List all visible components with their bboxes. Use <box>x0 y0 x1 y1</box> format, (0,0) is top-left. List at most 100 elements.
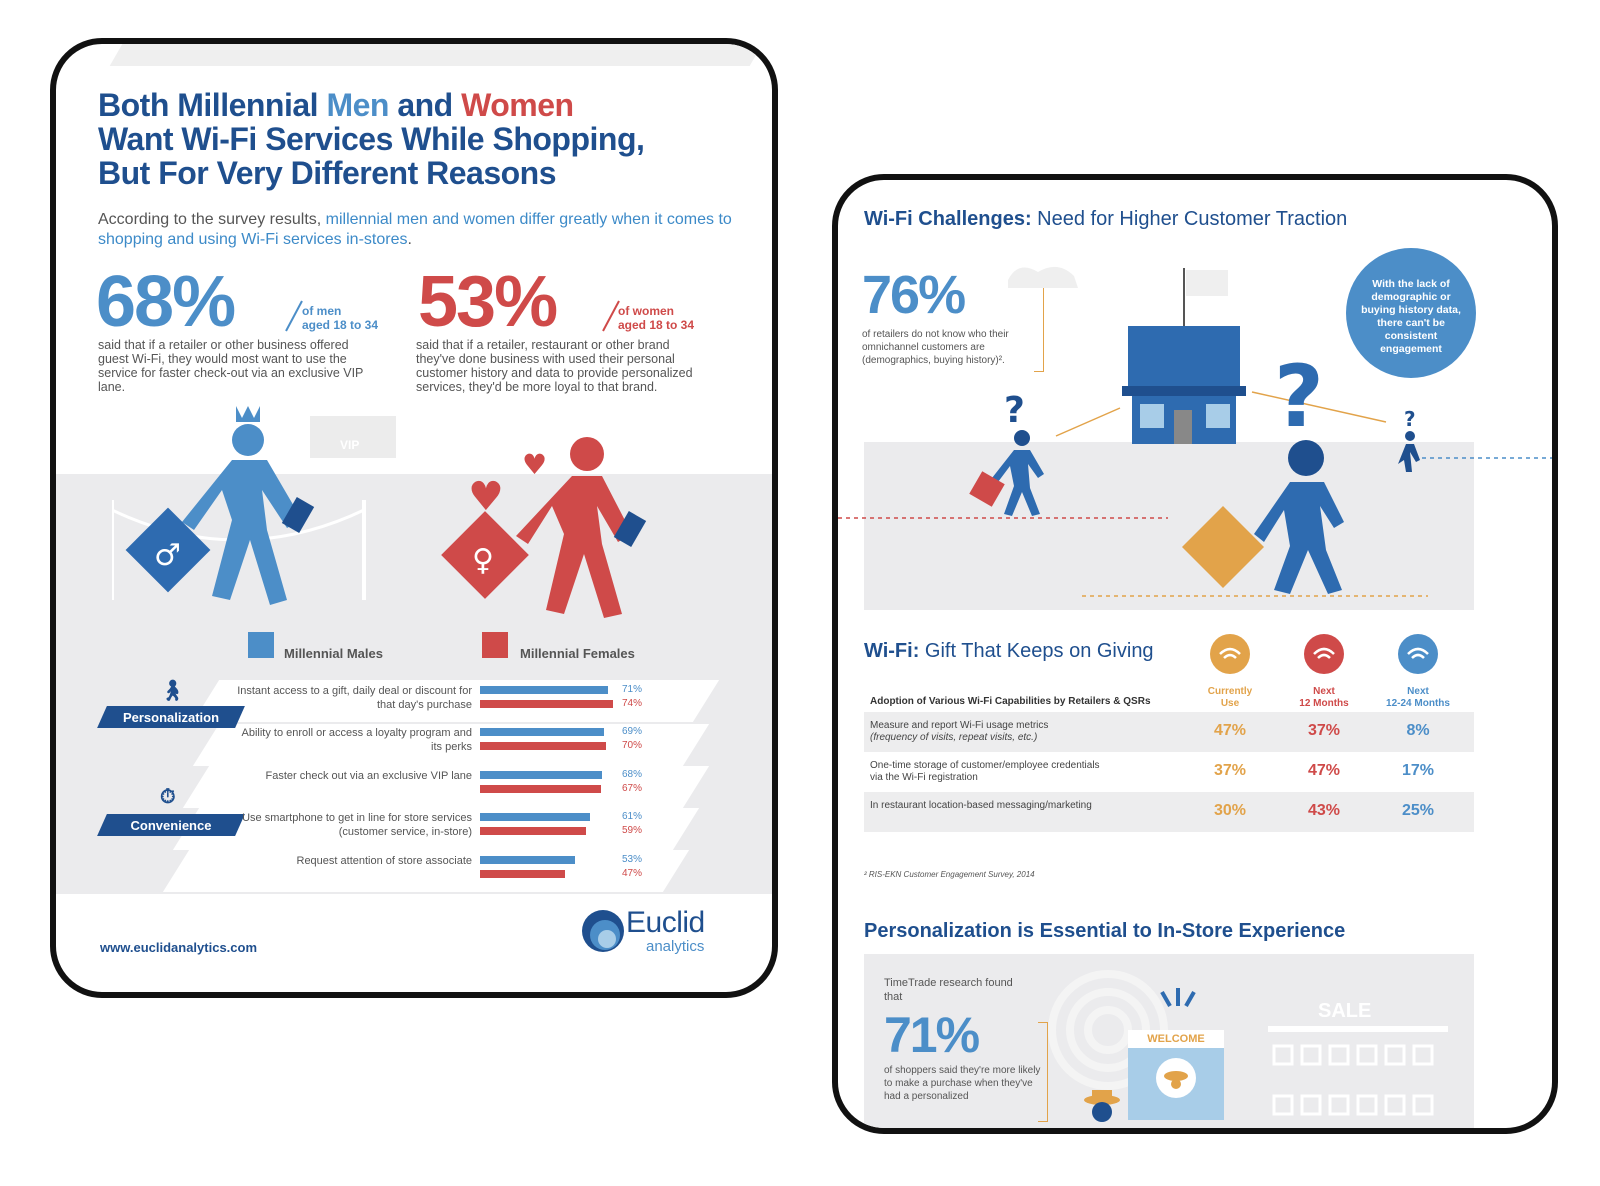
column-header-current: Currently Use <box>1180 686 1280 710</box>
convenience-label: Convenience <box>130 818 212 833</box>
connector-line <box>1055 407 1121 437</box>
bar-value-females: 59% <box>622 825 643 836</box>
vip-sign: VIP <box>310 416 396 458</box>
wifi-gift-title: Wi-Fi: Gift That Keeps on Giving <box>864 640 1154 663</box>
bar-value-males: 69% <box>622 726 643 737</box>
row-label: Use smartphone to get in line for store … <box>242 812 472 838</box>
personalization-section-title: Personalization is Essential to In-Store… <box>864 920 1346 942</box>
welcome-label: WELCOME <box>1128 1030 1224 1048</box>
store-door <box>1174 410 1192 444</box>
bar-males <box>480 813 590 821</box>
hat-person-icon <box>1084 1090 1120 1122</box>
storefront-shelves-icon <box>1268 1026 1448 1116</box>
retailers-description: of retailers do not know who their omnic… <box>862 329 1009 366</box>
wifi-gift-title-rest: Gift That Keeps on Giving <box>919 640 1154 662</box>
cell-12-24-months: 25% <box>1401 802 1435 819</box>
col-head-line1: Next <box>1313 686 1335 697</box>
heart-icon: ♥ <box>522 448 547 481</box>
question-mark-icon: ? <box>1274 347 1324 447</box>
sale-sign: SALE <box>1318 1000 1372 1022</box>
women-percent: 53% <box>418 262 558 342</box>
men-percent: 68% <box>96 262 236 342</box>
challenges-title-bold: Wi-Fi Challenges: <box>864 208 1032 230</box>
vip-label: VIP <box>340 438 360 452</box>
signal-icon <box>1160 988 1196 1007</box>
store-window <box>1140 404 1164 428</box>
personalization-label: Personalization <box>122 710 220 725</box>
question-mark-icon: ? <box>1004 390 1025 431</box>
man-shopper-illustration: ♂ <box>112 406 366 605</box>
row-label-line1: Measure and report Wi-Fi usage metrics <box>870 720 1049 731</box>
title-line-3: But For Very Different Reasons <box>98 155 557 191</box>
bracket-decoration <box>1038 1022 1048 1122</box>
bar-females <box>480 742 606 750</box>
woman-body <box>516 476 632 618</box>
bar-males <box>480 856 576 864</box>
shopping-bag-icon <box>969 471 1005 507</box>
bar-value-females: 70% <box>622 740 643 751</box>
intro-text: According to the survey results, millenn… <box>98 210 738 250</box>
cell-12-months: 37% <box>1307 722 1341 739</box>
large-shopper-figure <box>1254 482 1344 594</box>
women-demographic: of women aged 18 to 34 <box>618 304 694 332</box>
title-women: Women <box>461 87 574 123</box>
challenges-title: Wi-Fi Challenges: Need for Higher Custom… <box>864 208 1347 231</box>
row-label: Instant access to a gift, daily deal or … <box>237 685 472 711</box>
bar-females <box>480 870 565 878</box>
row-label-line2: via the Wi-Fi registration <box>870 772 978 783</box>
cell-current: 37% <box>1213 762 1247 779</box>
males-legend-label: Millennial Males <box>284 646 383 661</box>
woman-head <box>570 437 604 471</box>
footnote: ² RIS-EKN Customer Engagement Survey, 20… <box>864 870 1035 879</box>
men-slash <box>285 300 303 332</box>
bar-females <box>480 785 601 793</box>
intro-plain: According to the survey results, <box>98 211 326 228</box>
title-men: Men <box>326 87 389 123</box>
col-head-line2: 12-24 Months <box>1386 698 1450 709</box>
bar-value-females: 47% <box>622 868 643 879</box>
title-part: Both Millennial <box>98 87 327 123</box>
flag-icon <box>1186 270 1228 296</box>
men-demographic: of men aged 18 to 34 <box>302 304 378 332</box>
challenges-title-rest: Need for Higher Customer Traction <box>1031 208 1348 230</box>
female-shopping-bag-icon <box>441 511 529 599</box>
women-demo-line1: of women <box>618 304 674 318</box>
females-legend-label: Millennial Females <box>520 646 635 661</box>
title-part: and <box>388 87 462 123</box>
female-symbol-icon: ♀ <box>472 543 494 578</box>
cell-current: 47% <box>1213 722 1247 739</box>
euclid-logo-icon <box>582 910 624 952</box>
website-link[interactable]: www.euclidanalytics.com <box>100 940 258 955</box>
title-line-2: Want Wi-Fi Services While Shopping, <box>98 121 645 157</box>
store-window <box>1206 404 1230 428</box>
top-stripe <box>109 44 763 66</box>
cell-12-months: 47% <box>1307 762 1341 779</box>
men-description: said that if a retailer or other busines… <box>98 338 364 394</box>
bar-females <box>480 700 614 708</box>
question-mark-icon: ? <box>1404 407 1416 431</box>
bar-value-males: 61% <box>622 811 643 822</box>
row-label: Request attention of store associate <box>296 855 473 867</box>
row-label-line1: In restaurant location-based messaging/m… <box>870 800 1092 811</box>
store-illustration-band <box>864 442 1474 610</box>
cloud-icon <box>1008 266 1078 288</box>
men-demo-line1: of men <box>302 304 342 318</box>
stopwatch-icon: ⏱︎ <box>160 786 176 808</box>
cell-12-months: 43% <box>1307 802 1341 819</box>
welcome-sign: WELCOME <box>1128 1030 1224 1120</box>
col-head-line1: Currently <box>1207 686 1253 697</box>
row-label-line1: One-time storage of customer/employee cr… <box>870 760 1100 771</box>
table-row: Measure and report Wi-Fi usage metrics (… <box>864 712 1474 752</box>
bar-value-males: 71% <box>622 684 643 695</box>
women-demo-line2: aged 18 to 34 <box>618 318 695 332</box>
bar-males <box>480 771 603 779</box>
store-awning <box>1122 386 1246 396</box>
bar-value-females: 67% <box>622 783 643 794</box>
men-women-wifi-card: Both Millennial Men and Women Want Wi-Fi… <box>50 38 778 998</box>
shopping-bag-icon <box>1181 505 1265 589</box>
wifi-symbols <box>1219 647 1429 659</box>
page-title: Both Millennial Men and Women Want Wi-Fi… <box>98 88 738 190</box>
male-symbol-icon: ♂ <box>154 538 181 573</box>
retailers-percent: 76% <box>862 265 966 325</box>
engagement-note-circle: With the lack of demographic or buying h… <box>1346 248 1476 378</box>
